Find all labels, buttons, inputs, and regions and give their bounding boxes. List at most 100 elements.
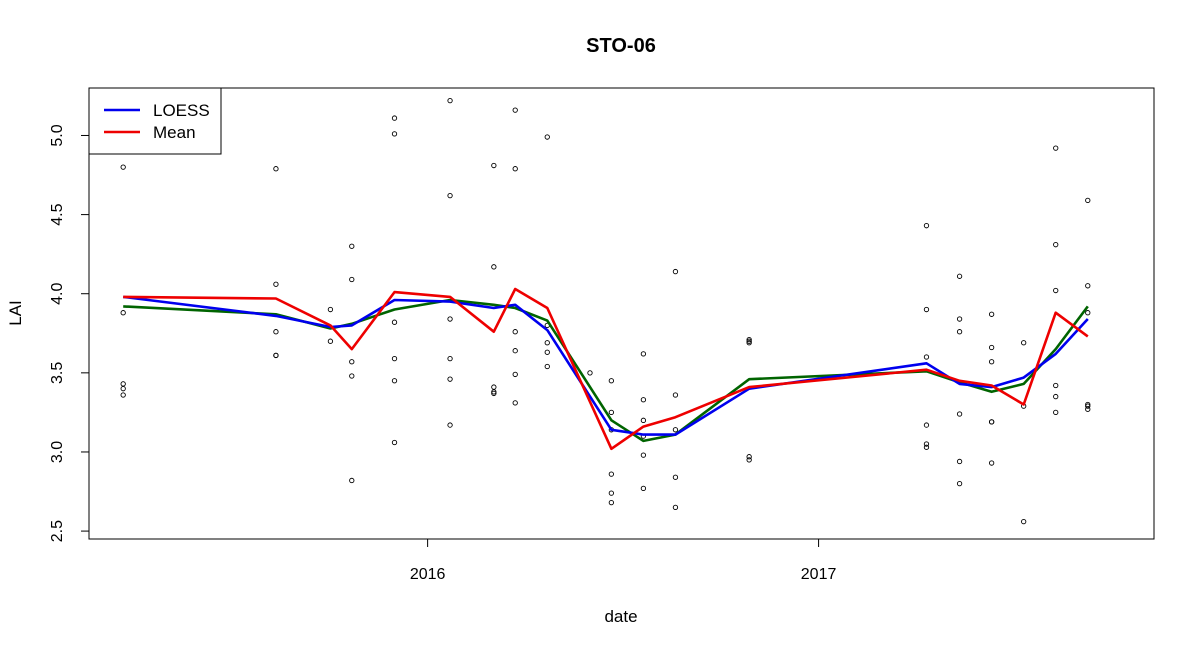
data-point [391,378,398,384]
series-line-green [123,298,1089,443]
data-point [512,400,518,406]
data-point [1085,406,1091,412]
data-point [512,329,518,335]
data-point [349,359,355,365]
data-point [391,115,398,121]
data-point [608,471,615,477]
legend-label-loess: LOESS [153,101,210,120]
data-point [120,164,126,170]
y-tick-label: 3.0 [49,441,66,463]
series-lines [123,287,1089,451]
data-point [447,355,453,362]
data-point [1085,283,1091,289]
data-point [672,427,679,433]
chart-title: STO-06 [586,35,656,57]
data-point [544,134,550,140]
data-point [956,411,963,417]
data-point [1053,242,1059,248]
data-point [391,131,398,137]
data-point [608,409,615,416]
data-point [1053,287,1059,294]
data-point [640,452,647,458]
data-point [491,384,497,390]
data-point [923,223,930,229]
data-point [956,273,963,279]
data-point [491,390,497,397]
data-point [512,107,518,113]
x-axis: 2016 2017 [410,539,836,583]
data-point [544,349,550,355]
data-point [608,378,615,384]
data-point [447,376,453,382]
data-point [391,355,398,362]
data-point [956,480,963,487]
data-point [923,444,930,450]
data-point [640,351,647,357]
data-point [988,359,995,365]
y-tick-label: 2.5 [49,520,66,542]
data-point [1053,145,1059,151]
data-point [672,392,679,398]
data-point [491,389,497,395]
data-point [512,166,518,172]
legend-box [88,87,222,155]
data-point [349,373,355,379]
data-point [120,392,126,398]
y-axis: 2.5 3.0 3.5 4.0 4.5 5.0 [49,124,89,542]
plot-frame [88,87,1155,540]
data-point [746,340,752,346]
data-point [544,340,550,346]
data-point [512,371,518,378]
data-point [327,306,334,313]
data-point [956,316,963,322]
data-point [1021,340,1027,346]
data-point [640,417,647,423]
series-line-mean [123,287,1089,451]
data-point [988,460,995,466]
data-point [391,319,398,325]
data-point [120,381,126,387]
data-point [640,485,647,492]
data-point [923,441,930,447]
data-point [988,344,995,351]
y-tick-label: 4.5 [49,203,66,225]
data-point [923,354,930,360]
data-point [1053,393,1059,400]
data-point [273,352,279,359]
data-point [447,422,453,428]
y-axis-label: LAI [6,300,25,326]
data-point [447,192,453,199]
data-point [608,499,615,506]
data-point [1021,518,1027,525]
data-point [988,419,995,425]
data-point [608,490,615,496]
data-point [956,458,963,465]
data-point [349,477,355,484]
data-point [587,370,593,376]
y-tick-label: 4.0 [49,283,66,305]
legend: LOESS Mean [88,87,222,155]
data-point [273,281,279,287]
data-point [640,397,647,403]
data-point [273,166,279,172]
data-point [447,316,453,322]
data-point [512,348,518,354]
data-point [1053,382,1059,389]
data-points [120,98,1091,525]
data-point [327,338,334,344]
x-axis-label: date [604,607,637,626]
data-point [1085,197,1091,204]
y-tick-label: 5.0 [49,124,66,146]
data-point [1085,310,1091,316]
data-point [672,268,679,275]
data-point [491,264,497,270]
data-point [349,276,355,283]
data-point [672,504,679,511]
data-point [1085,403,1091,409]
data-point [672,474,679,480]
data-point [120,310,126,316]
data-point [1053,409,1059,416]
data-point [956,329,963,335]
data-point [746,338,752,344]
